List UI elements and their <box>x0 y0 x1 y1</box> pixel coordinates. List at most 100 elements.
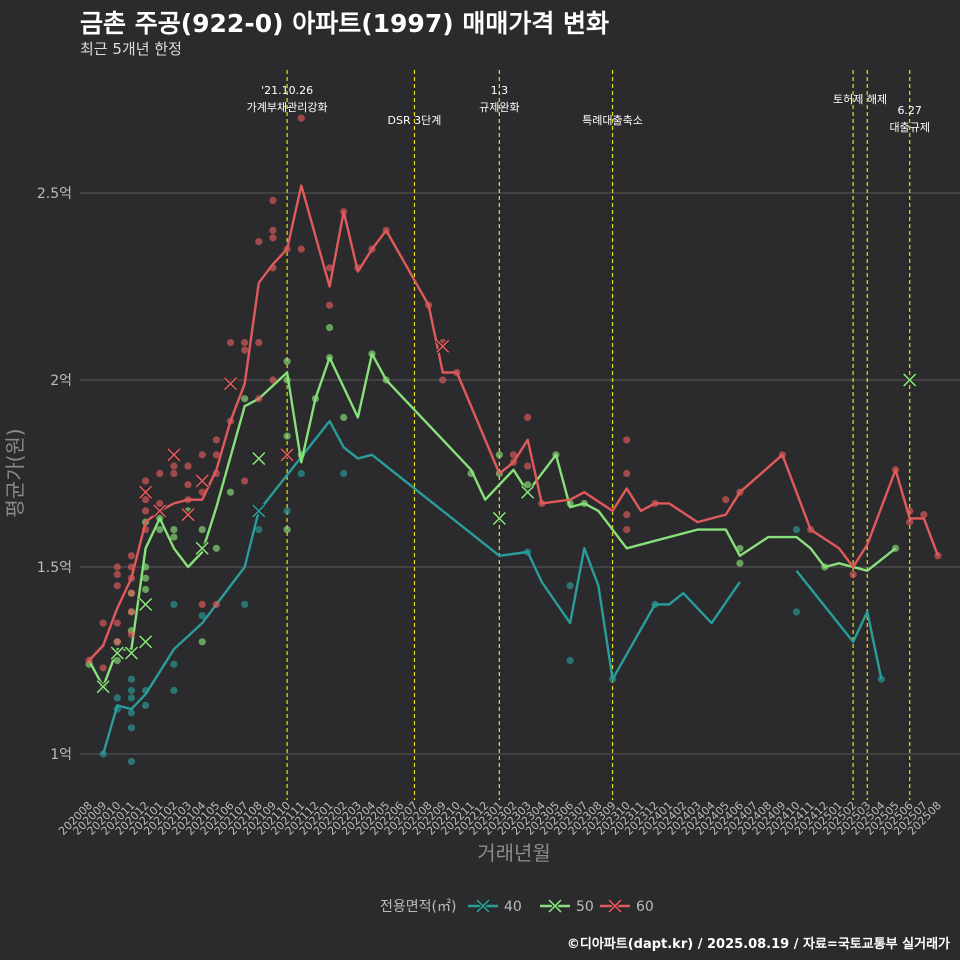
data-point <box>170 469 178 478</box>
axis-layer: 1억1.5억2억2.5억2020082020092020102020112020… <box>37 186 944 838</box>
data-point <box>99 619 107 627</box>
data-point <box>241 339 249 347</box>
series-50 <box>85 324 917 694</box>
data-point <box>509 451 518 459</box>
data-point <box>623 469 631 478</box>
data-point <box>255 526 263 534</box>
event-label: '21.10.26 <box>261 84 313 97</box>
data-point <box>170 526 178 534</box>
data-point <box>113 694 121 702</box>
series-line <box>795 569 883 680</box>
data-point <box>142 507 150 515</box>
data-point <box>877 675 886 683</box>
data-point <box>566 656 574 665</box>
legend-item-60: 60 <box>600 898 654 915</box>
x-marker <box>139 635 153 649</box>
data-point <box>495 451 503 459</box>
data-point <box>127 589 136 597</box>
x-marker <box>195 541 209 555</box>
data-point <box>198 451 206 459</box>
data-point <box>325 324 334 332</box>
data-point <box>142 574 150 582</box>
data-point <box>283 526 291 534</box>
data-point <box>142 585 150 594</box>
data-point <box>127 709 136 717</box>
x-marker <box>476 899 490 913</box>
x-marker <box>492 511 506 525</box>
event-label: 특례대출축소 <box>582 114 643 127</box>
event-label: 규제완화 <box>479 101 519 114</box>
data-point <box>142 701 150 709</box>
series-60 <box>85 114 942 672</box>
data-point <box>269 226 277 234</box>
x-marker <box>548 899 562 913</box>
data-point <box>241 346 249 354</box>
data-point <box>792 526 801 534</box>
data-point <box>906 518 914 526</box>
data-point <box>439 376 447 384</box>
x-marker <box>153 504 167 518</box>
data-point <box>156 469 164 478</box>
data-point <box>283 357 291 365</box>
legend-item-40: 40 <box>468 898 522 915</box>
data-point <box>198 526 206 534</box>
data-point <box>156 526 164 534</box>
series-line <box>88 184 940 662</box>
x-marker <box>252 504 266 518</box>
data-point <box>792 608 801 616</box>
x-marker <box>252 451 266 466</box>
legend: 전용면적(㎡) 40 50 60 <box>380 898 654 915</box>
data-point <box>255 339 263 347</box>
data-point <box>297 114 305 122</box>
data-point <box>127 724 136 732</box>
series-40 <box>99 419 886 766</box>
x-marker <box>280 448 294 462</box>
data-point <box>920 511 928 519</box>
event-label: 대출규제 <box>889 121 929 134</box>
chart-title: 금촌 주공(922-0) 아파트(1997) 매매가격 변화 <box>80 9 610 38</box>
data-point <box>241 477 249 485</box>
data-point <box>127 608 136 616</box>
data-point <box>340 413 348 421</box>
data-point <box>255 238 263 246</box>
data-point <box>623 526 631 534</box>
legend-title: 전용면적(㎡) <box>380 899 456 915</box>
data-point <box>113 656 121 665</box>
x-marker <box>124 646 139 660</box>
series-line <box>102 419 741 755</box>
data-point <box>297 469 305 478</box>
grid-layer <box>80 192 960 755</box>
data-point <box>297 245 305 253</box>
event-label: DSR 3단계 <box>388 114 442 127</box>
data-point <box>524 462 532 470</box>
data-point <box>325 264 334 272</box>
data-point <box>198 612 206 620</box>
chart-subtitle: 최근 5개년 한정 <box>80 40 182 58</box>
y-axis-title: 평균가(원) <box>3 428 27 517</box>
data-point <box>170 600 178 609</box>
data-point <box>127 675 136 683</box>
event-label: 6.27 <box>897 104 922 117</box>
x-marker <box>110 646 124 660</box>
data-point <box>226 488 235 496</box>
data-point <box>113 563 121 571</box>
data-point <box>269 196 277 205</box>
event-label: 가계부채관리강화 <box>247 101 328 114</box>
data-point <box>226 339 235 347</box>
data-point <box>255 395 263 403</box>
x-marker <box>521 485 535 499</box>
data-point <box>283 432 291 440</box>
x-marker <box>167 448 181 462</box>
data-point <box>524 413 532 421</box>
x-marker <box>96 680 110 694</box>
data-point <box>170 660 178 668</box>
y-tick-label: 1억 <box>50 747 72 763</box>
data-point <box>156 499 164 508</box>
x-marker <box>195 474 209 488</box>
data-point <box>127 552 136 560</box>
y-tick-label: 2억 <box>50 373 72 389</box>
x-marker <box>608 899 622 913</box>
series-layer <box>85 114 942 766</box>
